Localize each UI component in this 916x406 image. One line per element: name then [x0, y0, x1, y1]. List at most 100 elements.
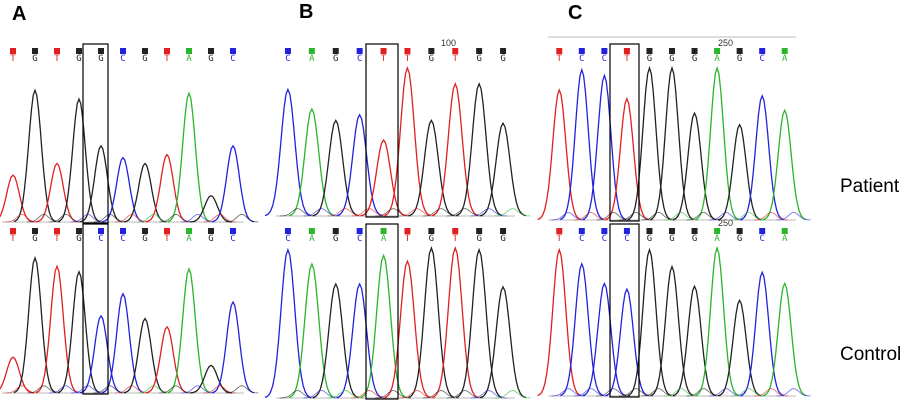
row-label-patient: Patient	[840, 176, 900, 197]
panel-c-patient-quality-marker	[556, 48, 563, 54]
panel-b-patient-peak	[384, 65, 431, 217]
panel-c-patient-quality-marker	[578, 48, 585, 54]
panel-c-patient-quality-marker	[759, 48, 766, 54]
panel-b-control-base-call: G	[476, 234, 481, 244]
panel-b-control-quality-marker	[284, 228, 291, 234]
panel-c-patient-quality-marker	[646, 48, 653, 54]
panel-b-patient-peak	[432, 81, 479, 217]
panel-c-patient-base-call: G	[647, 54, 652, 64]
panel-a-patient-noise-peak	[225, 213, 259, 223]
panel-a-patient-quality-marker	[142, 48, 148, 54]
panel-b-patient-base-call: G	[333, 54, 338, 64]
panel-c-control-quality-marker	[781, 228, 788, 234]
panel-c-control-peak	[740, 270, 785, 397]
panel-b-control-quality-marker	[380, 228, 387, 234]
panel-b-control-noise-peak	[494, 390, 531, 399]
panel-a-patient-quality-marker	[54, 48, 60, 54]
panel-c-control-quality-marker	[646, 228, 653, 234]
panel-c-control-peak	[695, 245, 739, 397]
panel-c-control-base-call: A	[782, 234, 788, 244]
panel-c-control-peak	[605, 287, 649, 397]
panel-c-patient-quality-marker	[669, 48, 675, 54]
panel-a-control-peak	[167, 267, 211, 394]
panel-a-patient-peak	[189, 194, 233, 223]
panel-a-patient-quality-marker	[208, 48, 214, 54]
panel-a-control-peak	[0, 356, 35, 394]
panel-a-patient-variant-box	[82, 43, 109, 224]
panel-c-patient-base-call: C	[579, 54, 584, 64]
panel-a-control-base-call: C	[230, 234, 235, 244]
panel-b-control-variant-box	[365, 223, 399, 400]
panel-b-patient-quality-marker	[284, 48, 291, 54]
panel-c-patient-noise-peak	[776, 211, 811, 221]
panel-b-control-base-call: G	[500, 234, 505, 244]
panel-a-control-base-call: T	[10, 234, 16, 244]
panel-b-patient-peak	[288, 107, 335, 217]
panel-c-control-peak	[672, 284, 717, 397]
panel-a-control-peak	[189, 364, 233, 394]
panel-b-control-quality-marker	[332, 228, 339, 234]
panel-c-control-base-call: T	[557, 234, 563, 244]
panel-a-control-peak	[79, 314, 123, 394]
panel-c-patient-peak	[650, 65, 694, 221]
panel-a-control-peak	[101, 292, 145, 394]
panel-a-control-quality-marker	[164, 228, 170, 234]
panel-a-patient-base-call: C	[230, 54, 235, 64]
panel-c-control-peak	[762, 281, 807, 397]
panel-b-patient-base-call: C	[357, 54, 362, 64]
panel-c-patient-quality-marker	[601, 48, 608, 54]
panel-b-patient-quality-marker	[476, 48, 483, 54]
panel-a-control-base-call: G	[208, 234, 213, 244]
panel-c-patient-position-label: 250	[718, 38, 733, 48]
panel-b-patient-peak	[312, 119, 359, 217]
panel-c-patient-quality-marker	[623, 48, 630, 54]
panel-b-control-peak	[312, 282, 359, 399]
panel-b-control-peak	[288, 262, 336, 399]
panel-b-control-peak	[455, 247, 503, 399]
panel-b-patient-peak	[408, 119, 455, 217]
panel-a-patient-base-call: A	[186, 54, 192, 64]
panel-b-patient-base-call: C	[285, 54, 290, 64]
panel-a-control-peak	[211, 300, 255, 394]
panel-a-control-quality-marker	[230, 228, 236, 234]
panel-c-control-base-call: C	[759, 234, 764, 244]
panel-b-control-peak	[336, 282, 383, 399]
panel-b-patient-base-call: G	[429, 54, 434, 64]
panel-label-b: B	[299, 1, 314, 23]
panel-c-patient-quality-marker	[736, 48, 743, 54]
panel-c-control-quality-marker	[601, 228, 608, 234]
panel-a-patient-quality-marker	[10, 48, 16, 54]
panel-b-patient-peak	[360, 138, 407, 217]
panel-c-control-peak	[627, 247, 672, 397]
panel-b-control-base-call: T	[405, 234, 411, 244]
panel-a-control-base-call: A	[186, 234, 192, 244]
panel-c-control-quality-marker	[736, 228, 743, 234]
panel-b-patient-quality-marker	[452, 48, 459, 54]
panel-a-patient-peak	[57, 97, 101, 223]
panel-c-control-base-call: G	[692, 234, 697, 244]
panel-c-patient-peak	[582, 73, 627, 221]
panel-c-patient-base-call: T	[624, 54, 630, 64]
panel-b-control-base-call: G	[333, 234, 338, 244]
panel-a-patient-peak	[13, 88, 57, 223]
panel-b-patient-quality-marker	[356, 48, 363, 54]
panel-a-control-noise-peak	[225, 385, 259, 394]
panel-a-control-base-call: G	[76, 234, 81, 244]
panel-c-patient-base-call: G	[669, 54, 674, 64]
panel-b-control-peak	[408, 245, 455, 399]
panel-c-control-peak	[537, 247, 582, 397]
panel-a-patient-quality-marker	[164, 48, 170, 54]
panel-c-control-base-call: C	[602, 234, 607, 244]
panel-b-patient-peak	[336, 113, 383, 217]
panel-a-control-quality-marker	[98, 228, 104, 234]
panel-c-patient-base-call: C	[602, 54, 607, 64]
panel-a-control-variant-box	[82, 223, 109, 395]
panel-a-patient-peak	[145, 153, 189, 223]
panel-c-control-base-call: C	[579, 234, 584, 244]
panel-c-control-quality-marker	[623, 228, 630, 234]
panel-a-control-base-call: G	[32, 234, 37, 244]
panel-a-control-base-call: C	[98, 234, 103, 244]
panel-b-patient-quality-marker	[308, 48, 315, 54]
panel-a-control-peak	[57, 270, 101, 394]
